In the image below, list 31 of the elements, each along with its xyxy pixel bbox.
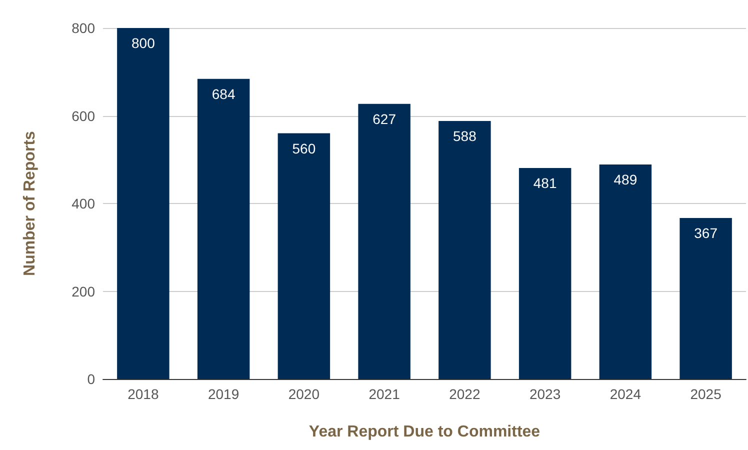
x-tick-label: 2019 (208, 386, 240, 402)
bar (518, 168, 572, 379)
y-tick-label: 800 (72, 20, 96, 36)
x-tick-label: 2020 (288, 386, 320, 402)
x-tick-label: 2021 (368, 386, 400, 402)
x-axis-title: Year Report Due to Committee (308, 424, 540, 440)
data-label: 560 (292, 140, 316, 156)
data-label: 684 (212, 86, 236, 102)
y-tick-label: 600 (72, 108, 96, 124)
x-tick-label: 2018 (128, 386, 159, 402)
bar (438, 121, 491, 379)
x-tick-label: 2024 (610, 386, 642, 402)
data-label: 800 (132, 35, 156, 51)
data-label: 481 (533, 174, 557, 191)
y-axis-title: Number of Reports (22, 130, 38, 276)
x-tick-label: 2023 (529, 386, 561, 402)
data-label: 367 (694, 224, 718, 241)
bar (599, 164, 652, 379)
bar (680, 218, 732, 379)
data-label: 588 (453, 128, 477, 144)
data-label: 627 (372, 110, 396, 127)
bar (197, 78, 250, 379)
bar (117, 28, 170, 379)
y-tick-label: 200 (72, 283, 96, 300)
x-tick-label: 2022 (449, 386, 480, 402)
x-tick-label: 2025 (690, 386, 722, 402)
bar (278, 133, 330, 379)
y-tick-label: 400 (72, 196, 96, 212)
data-label: 489 (614, 171, 638, 188)
y-tick-label: 0 (87, 371, 96, 387)
bar (358, 104, 410, 379)
